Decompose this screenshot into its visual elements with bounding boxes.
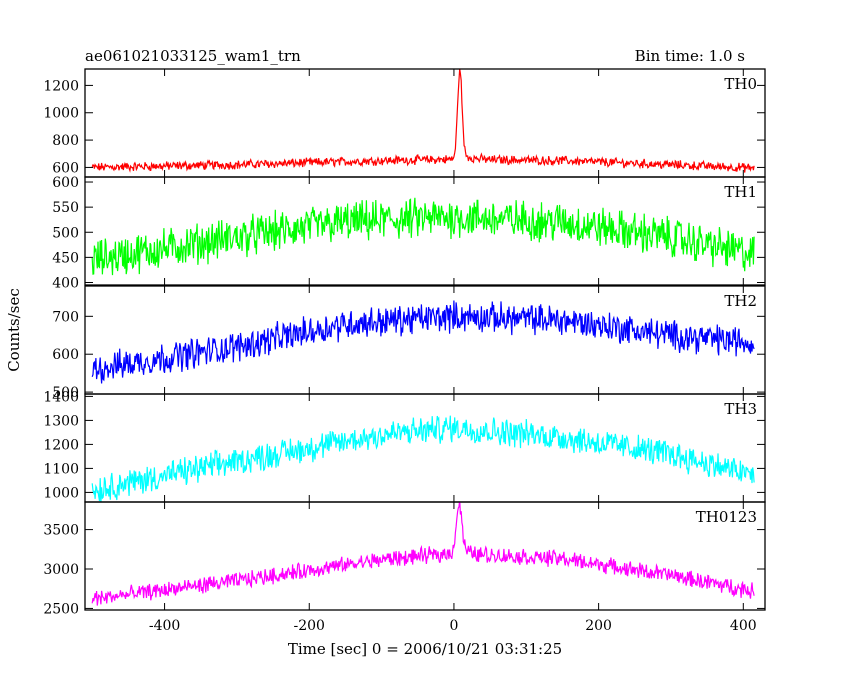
y-tick-label: 1300 [43, 413, 79, 429]
chart-title-left: ae061021033125_wam1_trn [85, 47, 301, 65]
panel-th0: 600 800 1000 1200 TH0 [43, 68, 766, 178]
y-axis-label: Counts/sec [5, 288, 23, 372]
x-tick-label: -200 [294, 618, 325, 634]
y-tick-label: 800 [52, 133, 79, 149]
series-line-th3 [91, 415, 755, 502]
panel-name: TH3 [724, 400, 757, 418]
y-tick-label: 600 [52, 160, 79, 176]
panel-th1: 400 450 500 550 600 TH1 [52, 175, 766, 291]
panel-frame [84, 68, 766, 178]
x-axis-label: Time [sec] 0 = 2006/10/21 03:31:25 [288, 640, 562, 658]
y-tick-label: 600 [52, 347, 79, 363]
y-tick-label: 500 [52, 225, 79, 241]
series-line-th0123 [91, 502, 755, 606]
y-tick-label: 1100 [43, 461, 79, 477]
y-tick-label: 1000 [43, 106, 79, 122]
x-tick-label: 0 [449, 618, 458, 634]
x-tick-label: 200 [585, 618, 612, 634]
y-tick-label: 1200 [43, 78, 79, 94]
panel-frame [84, 501, 766, 611]
panel-frame [84, 176, 766, 286]
y-tick-label: 400 [52, 275, 79, 291]
series-line-th0 [91, 69, 755, 173]
panel-frame [84, 285, 766, 395]
panel-name: TH0123 [696, 508, 757, 526]
series-line-th2 [91, 300, 755, 384]
x-tick-label: 400 [730, 618, 757, 634]
panel-th0123: 2500 3000 3500 TH0123 [43, 501, 766, 617]
y-tick-label: 3500 [43, 523, 79, 539]
y-tick-label: 1000 [43, 485, 79, 501]
panels: 600 800 1000 1200 TH0 400 450 500 550 600 TH1 500 60… [43, 68, 766, 634]
panel-th3: 1000 1100 1200 1300 1400 TH3 [43, 389, 766, 503]
panel-th2: 500 600 700 TH2 [52, 285, 766, 401]
y-tick-label: 500 [52, 385, 79, 401]
y-tick-label: 2500 [43, 601, 79, 617]
y-tick-label: 1400 [43, 389, 79, 405]
chart-title-right: Bin time: 1.0 s [635, 47, 745, 65]
panel-name: TH1 [724, 183, 757, 201]
series-line-th1 [91, 197, 755, 276]
y-tick-label: 1200 [43, 437, 79, 453]
y-tick-label: 600 [52, 175, 79, 191]
x-tick-label: -400 [149, 618, 180, 634]
y-tick-label: 3000 [43, 562, 79, 578]
panel-name: TH2 [724, 292, 757, 310]
y-tick-label: 450 [52, 250, 79, 266]
panel-name: TH0 [724, 75, 757, 93]
y-tick-label: 550 [52, 200, 79, 216]
y-tick-label: 700 [52, 309, 79, 325]
